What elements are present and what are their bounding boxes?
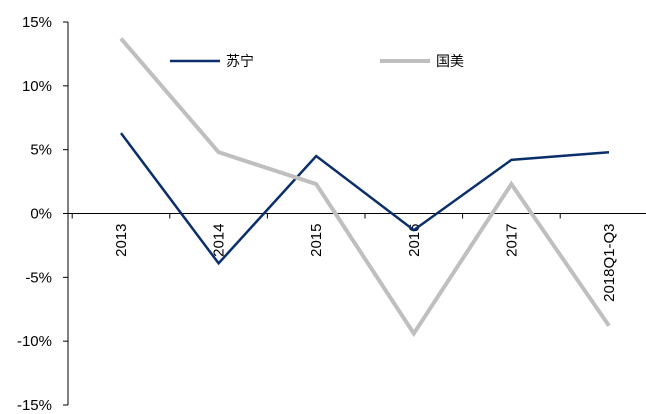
series-line-1 <box>119 37 611 338</box>
x-tick-label: 2016 <box>406 224 423 257</box>
x-tick-label: 2018Q1-Q3 <box>601 224 618 302</box>
legend-label-1: 国美 <box>436 54 464 70</box>
series-layer <box>119 37 611 338</box>
y-tick-label: 10% <box>22 78 52 95</box>
x-tick-label: 2013 <box>113 224 130 257</box>
y-tick-label: 15% <box>22 14 52 31</box>
axes: 15% 10% 5% 0% -5% -10% -15% 2013 2014 2015 2016 201… <box>17 14 646 414</box>
x-tick-label: 2014 <box>211 224 228 257</box>
x-tick-label: 2015 <box>308 224 325 257</box>
y-tick-label: -15% <box>17 397 52 414</box>
y-tick-label: -5% <box>25 269 52 286</box>
y-tick-label: 5% <box>30 142 52 159</box>
legend: 苏宁 国美 <box>170 53 464 70</box>
y-tick-label: 0% <box>30 206 52 223</box>
y-tick-label: -10% <box>17 333 52 350</box>
series-line-0 <box>119 132 610 266</box>
x-tick-label: 2017 <box>503 224 520 257</box>
legend-label-0: 苏宁 <box>226 53 254 70</box>
